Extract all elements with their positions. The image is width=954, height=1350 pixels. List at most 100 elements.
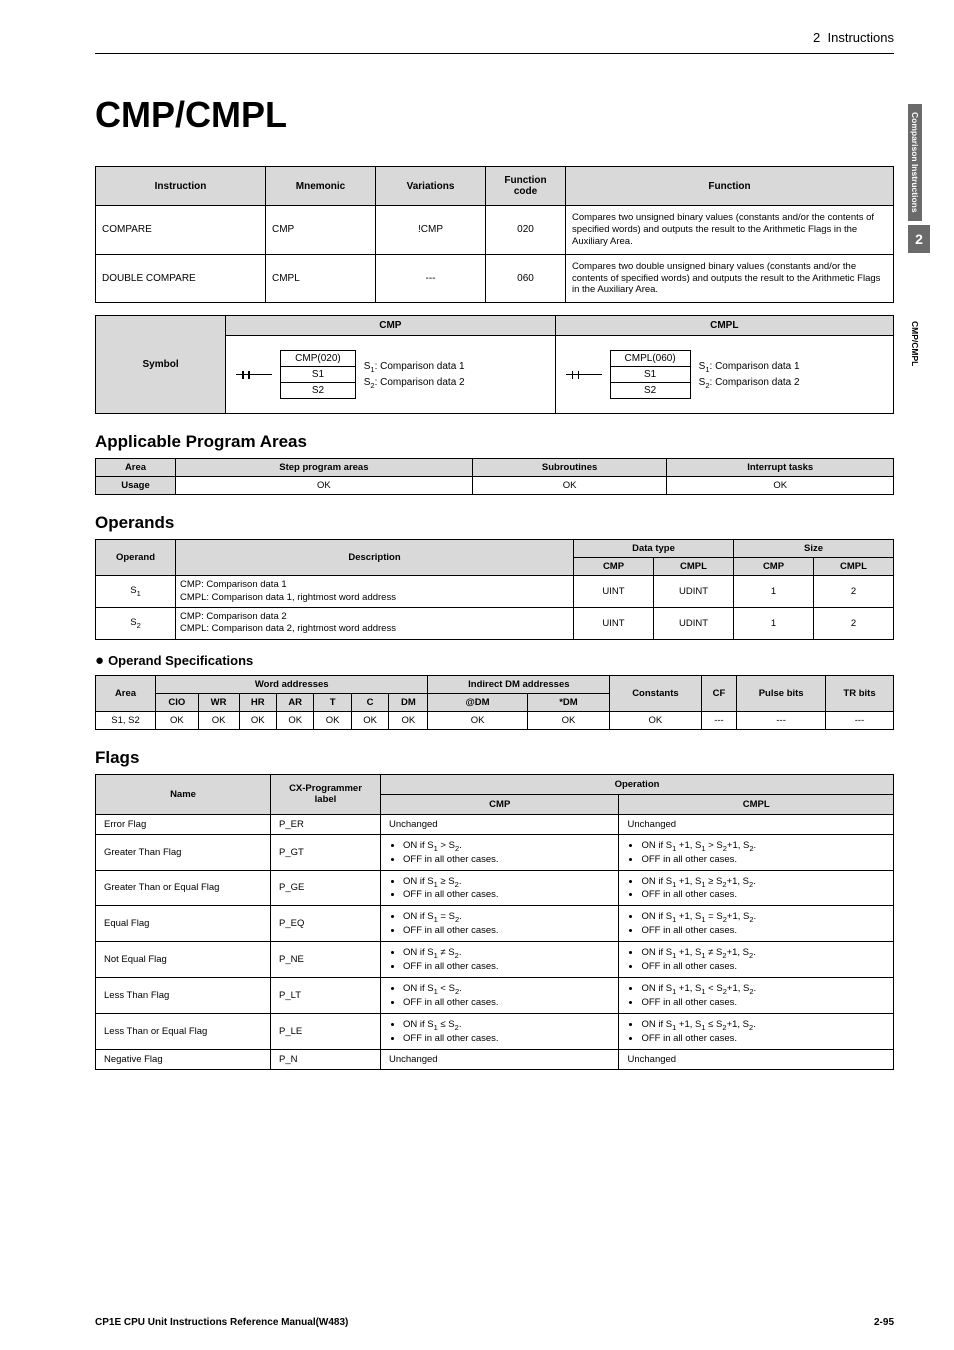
th-cio: CIO bbox=[156, 693, 199, 711]
flag-cmp: Unchanged bbox=[381, 814, 619, 834]
flag-cmpl: ON if S1 +1, S1 ≥ S2+1, S2.OFF in all ot… bbox=[619, 870, 894, 906]
th-hr: HR bbox=[239, 693, 276, 711]
flag-name: Negative Flag bbox=[96, 1049, 271, 1069]
flag-name: Greater Than or Equal Flag bbox=[96, 870, 271, 906]
flag-cmp: Unchanged bbox=[381, 1049, 619, 1069]
th-tr: TR bits bbox=[826, 675, 894, 711]
flag-name: Equal Flag bbox=[96, 906, 271, 942]
cell: OK bbox=[428, 711, 527, 729]
flag-name: Greater Than Flag bbox=[96, 834, 271, 870]
th-instruction: Instruction bbox=[96, 167, 266, 206]
block-header: CMPL(060) bbox=[611, 351, 690, 367]
th-step: Step program areas bbox=[176, 459, 473, 477]
cell-sub: OK bbox=[472, 477, 667, 495]
side-tabs: Comparison Instructions 2 CMP/CMPL bbox=[908, 100, 930, 374]
flag-cmp: ON if S1 = S2.OFF in all other cases. bbox=[381, 906, 619, 942]
block-header: CMP(020) bbox=[281, 351, 355, 367]
op-sz-cmp: 1 bbox=[734, 607, 814, 639]
block-s1: S1 bbox=[281, 367, 355, 383]
instruction-block: CMPL(060) S1 S2 bbox=[610, 350, 691, 399]
ladder-icon bbox=[236, 374, 272, 375]
table-row: Not Equal FlagP_NEON if S1 ≠ S2.OFF in a… bbox=[96, 942, 894, 978]
th-cmpl: CMPL bbox=[814, 558, 894, 576]
op-name: S2 bbox=[96, 607, 176, 639]
side-chapter-num: 2 bbox=[908, 225, 930, 253]
ladder-icon bbox=[566, 374, 602, 375]
flag-label: P_NE bbox=[271, 942, 381, 978]
op-name: S1 bbox=[96, 576, 176, 608]
op-dt-cmpl: UDINT bbox=[654, 576, 734, 608]
instr-func: Compares two unsigned binary values (con… bbox=[566, 206, 894, 255]
cell: OK bbox=[527, 711, 610, 729]
flag-label: P_EQ bbox=[271, 906, 381, 942]
flag-name: Less Than or Equal Flag bbox=[96, 1014, 271, 1050]
table-row: S2 CMP: Comparison data 2CMPL: Compariso… bbox=[96, 607, 894, 639]
instr-variation: --- bbox=[376, 254, 486, 303]
instr-func: Compares two double unsigned binary valu… bbox=[566, 254, 894, 303]
instruction-block: CMP(020) S1 S2 bbox=[280, 350, 356, 399]
th-cmp: CMP bbox=[226, 316, 555, 336]
symbol-table: Symbol CMP CMPL CMP(020) S1 S2 S1: Compa… bbox=[95, 315, 894, 414]
flag-label: P_N bbox=[271, 1049, 381, 1069]
section-applicable: Applicable Program Areas bbox=[95, 432, 894, 452]
th-cmpl: CMPL bbox=[619, 794, 894, 814]
flag-label: P_GE bbox=[271, 870, 381, 906]
th-area: Area bbox=[96, 459, 176, 477]
flag-cmpl: Unchanged bbox=[619, 1049, 894, 1069]
th-cf: CF bbox=[701, 675, 737, 711]
th-cmp: CMP bbox=[574, 558, 654, 576]
chapter-num: 2 bbox=[813, 30, 820, 45]
instr-mnemonic: CMP bbox=[266, 206, 376, 255]
table-row: S1 CMP: Comparison data 1CMPL: Compariso… bbox=[96, 576, 894, 608]
flag-name: Not Equal Flag bbox=[96, 942, 271, 978]
instr-name: COMPARE bbox=[96, 206, 266, 255]
flag-cmp: ON if S1 ≥ S2.OFF in all other cases. bbox=[381, 870, 619, 906]
th-cmpl: CMPL bbox=[654, 558, 734, 576]
symbol-cmpl-cell: CMPL(060) S1 S2 S1: Comparison data 1 S2… bbox=[555, 336, 893, 414]
th-pulse: Pulse bits bbox=[737, 675, 826, 711]
th-stardm: *DM bbox=[527, 693, 610, 711]
section-opspec: ●Operand Specifications bbox=[95, 652, 894, 669]
op-sz-cmp: 1 bbox=[734, 576, 814, 608]
s2-label: S2: Comparison data 2 bbox=[364, 375, 465, 391]
th-constants: Constants bbox=[610, 675, 701, 711]
cell-step: OK bbox=[176, 477, 473, 495]
page-footer: CP1E CPU Unit Instructions Reference Man… bbox=[95, 1317, 894, 1328]
cell: OK bbox=[156, 711, 199, 729]
cell: --- bbox=[826, 711, 894, 729]
side-page-label: CMP/CMPL bbox=[908, 313, 922, 374]
th-operation: Operation bbox=[381, 774, 894, 794]
cell: OK bbox=[351, 711, 388, 729]
flag-cmpl: ON if S1 +1, S1 ≠ S2+1, S2.OFF in all ot… bbox=[619, 942, 894, 978]
th-variations: Variations bbox=[376, 167, 486, 206]
footer-right: 2-95 bbox=[874, 1317, 894, 1328]
cell: --- bbox=[737, 711, 826, 729]
th-symbol: Symbol bbox=[96, 316, 226, 414]
chapter-title: Instructions bbox=[828, 30, 894, 45]
flag-label: P_ER bbox=[271, 814, 381, 834]
th-name: Name bbox=[96, 774, 271, 814]
cell-int: OK bbox=[667, 477, 894, 495]
applicable-table: Area Step program areas Subroutines Inte… bbox=[95, 458, 894, 495]
side-group-tab: Comparison Instructions bbox=[908, 104, 922, 221]
op-desc: CMP: Comparison data 1CMPL: Comparison d… bbox=[176, 576, 574, 608]
instr-code: 060 bbox=[486, 254, 566, 303]
flag-cmp: ON if S1 ≤ S2.OFF in all other cases. bbox=[381, 1014, 619, 1050]
footer-left: CP1E CPU Unit Instructions Reference Man… bbox=[95, 1317, 348, 1328]
block-s2: S2 bbox=[611, 383, 690, 398]
chapter-header: 2 Instructions bbox=[95, 30, 894, 45]
th-wr: WR bbox=[198, 693, 239, 711]
flag-name: Less Than Flag bbox=[96, 978, 271, 1014]
table-row: Negative FlagP_NUnchangedUnchanged bbox=[96, 1049, 894, 1069]
th-function-code: Function code bbox=[486, 167, 566, 206]
th-c: C bbox=[351, 693, 388, 711]
s2-label: S2: Comparison data 2 bbox=[699, 375, 800, 391]
opspec-table: Area Word addresses Indirect DM addresse… bbox=[95, 675, 894, 730]
section-flags: Flags bbox=[95, 748, 894, 768]
block-s1: S1 bbox=[611, 367, 690, 383]
symbol-labels: S1: Comparison data 1 S2: Comparison dat… bbox=[699, 359, 800, 392]
flag-cmpl: ON if S1 +1, S1 < S2+1, S2.OFF in all ot… bbox=[619, 978, 894, 1014]
flag-name: Error Flag bbox=[96, 814, 271, 834]
th-interrupt: Interrupt tasks bbox=[667, 459, 894, 477]
table-row: Less Than or Equal FlagP_LEON if S1 ≤ S2… bbox=[96, 1014, 894, 1050]
